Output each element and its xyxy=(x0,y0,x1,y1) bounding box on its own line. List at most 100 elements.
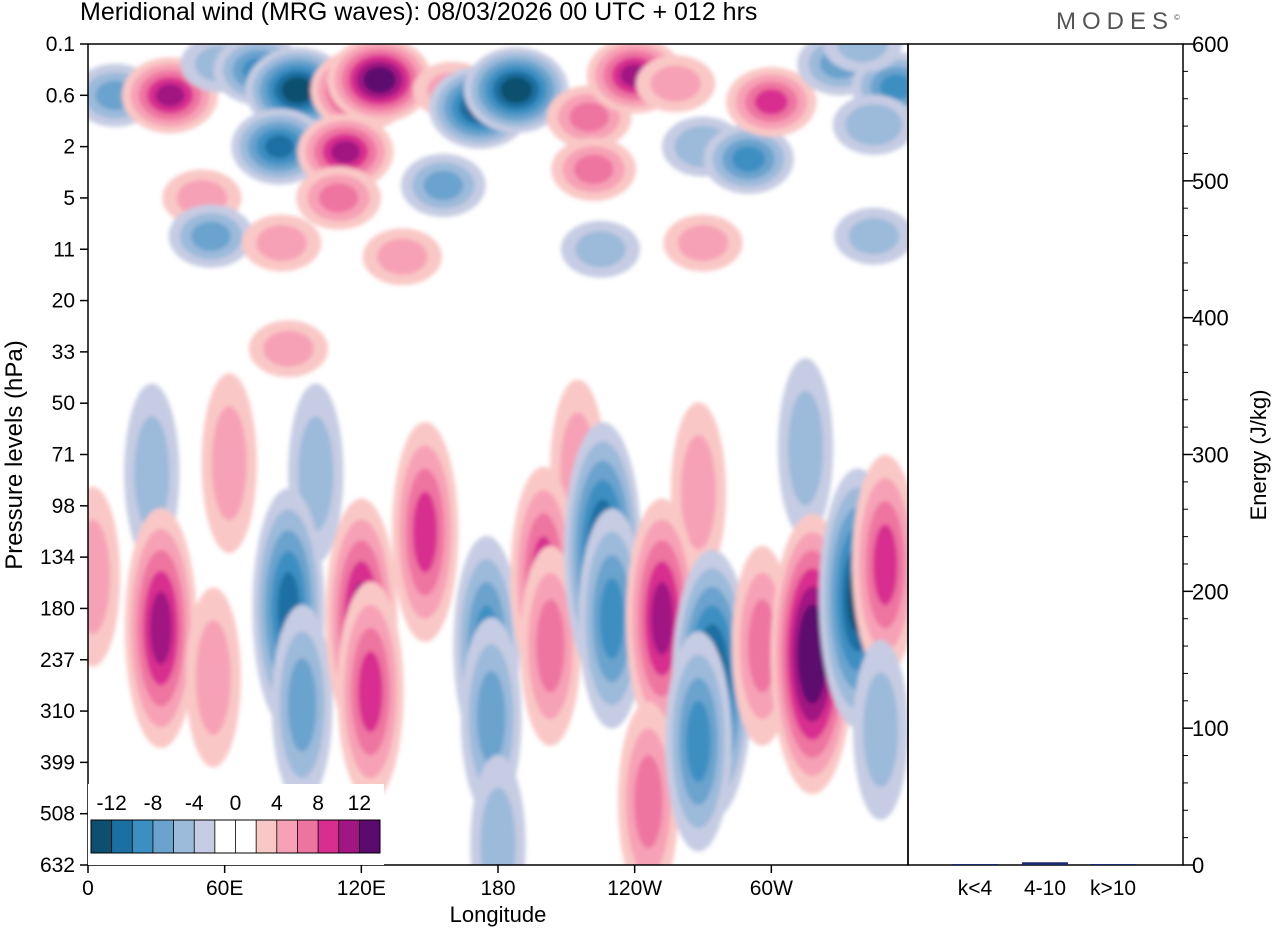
data-blob xyxy=(337,581,404,802)
contour-shell xyxy=(155,83,185,107)
contour-shell xyxy=(573,154,614,185)
contour-shell xyxy=(845,104,903,146)
energy-tick-label: 200 xyxy=(1192,579,1229,604)
energy-tick-label: 600 xyxy=(1192,32,1229,57)
energy-tick-label: 400 xyxy=(1192,306,1229,331)
y-tick-label: 33 xyxy=(52,341,75,364)
data-blob xyxy=(168,204,254,268)
data-blob xyxy=(560,220,641,278)
contour-shell xyxy=(88,519,111,634)
contour-shell xyxy=(423,170,464,201)
contour-shell xyxy=(787,390,824,506)
contour-shell xyxy=(281,76,314,104)
y-axis: 0.1 0.6 2 5 11 20 33 50 71 98 134 180 237 310 399 508 63… xyxy=(40,33,88,877)
contour-shell xyxy=(191,221,231,251)
contour-shell xyxy=(149,591,172,665)
y-tick-label: 20 xyxy=(52,290,75,313)
data-blob xyxy=(362,228,442,286)
colorbar-swatch xyxy=(111,820,133,853)
y-tick-label: 134 xyxy=(40,546,75,569)
colorbar-swatch xyxy=(91,820,112,853)
energy-bar xyxy=(952,864,998,865)
data-blob xyxy=(852,454,908,675)
data-blob xyxy=(578,508,646,729)
data-blob xyxy=(703,124,794,194)
colorbar-swatch xyxy=(173,820,195,853)
data-blob xyxy=(297,113,394,190)
data-blob xyxy=(665,631,732,852)
x-tick-label: 120W xyxy=(607,877,662,900)
colorbar-swatch xyxy=(152,820,174,853)
contour-shell xyxy=(802,622,822,686)
y-tick-label: 237 xyxy=(40,649,75,672)
colorbar-swatch xyxy=(338,820,360,853)
contour-shell xyxy=(256,224,307,262)
data-blob xyxy=(122,57,218,134)
contour-shell xyxy=(318,183,359,213)
colorbar-swatch xyxy=(276,820,298,853)
contour-shell xyxy=(599,577,625,660)
colorbar-label: -8 xyxy=(144,792,163,815)
contour-shell xyxy=(264,135,294,159)
data-blob xyxy=(822,44,903,73)
contour-shell xyxy=(677,224,729,262)
colorbar-label: 12 xyxy=(348,792,371,815)
data-blob xyxy=(663,214,743,272)
data-blob xyxy=(464,47,569,133)
energy-axis: 0 100 200 300 400 500 600 xyxy=(1183,32,1229,878)
colorbar-swatch xyxy=(318,820,340,853)
data-blob xyxy=(777,358,834,539)
contour-shell xyxy=(412,491,438,573)
brand-logo: MODES© xyxy=(1056,8,1180,36)
x-tick-label: 0 xyxy=(82,877,94,900)
contour-shell xyxy=(634,754,663,849)
data-blob xyxy=(832,94,908,155)
x-tick-label: 180 xyxy=(480,877,515,900)
contour-shell xyxy=(500,76,533,104)
energy-category-label: k<4 xyxy=(958,877,993,900)
contour-shell xyxy=(363,66,396,94)
contour-shell xyxy=(731,146,766,172)
data-blob xyxy=(327,44,432,123)
y-axis-label: Pressure levels (hPa) xyxy=(1,340,28,569)
contour-shell xyxy=(476,670,506,765)
colorbar-swatch xyxy=(132,820,154,853)
contour-shell xyxy=(748,599,777,693)
colorbar-label: -4 xyxy=(185,792,204,815)
contour-shell xyxy=(134,416,170,531)
contour-shell xyxy=(575,231,626,268)
y-tick-label: 50 xyxy=(52,392,75,415)
y-tick-label: 180 xyxy=(40,597,75,620)
energy-tick-label: 500 xyxy=(1192,169,1229,194)
colorbar-label: 8 xyxy=(312,792,324,815)
data-blob xyxy=(726,67,817,137)
x-tick-label: 60W xyxy=(750,877,793,900)
data-blob xyxy=(124,508,197,749)
colorbar-swatch xyxy=(297,820,319,853)
contour-shell xyxy=(298,416,334,531)
energy-bar xyxy=(1022,862,1068,865)
data-blob xyxy=(470,754,526,865)
colorbar-swatch xyxy=(256,820,278,853)
contour-shell xyxy=(651,582,673,656)
data-blob xyxy=(636,55,716,113)
contour-shell xyxy=(879,74,908,100)
energy-category-label: k>10 xyxy=(1090,877,1136,900)
heatmap-field xyxy=(88,44,908,865)
colorbar-swatch xyxy=(214,820,236,853)
contour-shell xyxy=(837,44,888,63)
contour-shell xyxy=(686,700,711,782)
x-axis-label: Longitude xyxy=(450,902,547,927)
energy-tick-label: 300 xyxy=(1192,443,1229,468)
data-blob xyxy=(834,207,908,265)
brand-mark: © xyxy=(1174,13,1180,22)
contour-shell xyxy=(211,405,247,521)
y-tick-label: 0.1 xyxy=(46,33,75,56)
energy-axis-label: Energy (J/kg) xyxy=(1246,390,1271,521)
data-blob xyxy=(296,166,381,230)
contour-shell xyxy=(536,599,565,693)
y-tick-label: 11 xyxy=(53,238,75,261)
colorbar-swatch xyxy=(194,820,216,853)
energy-panel-frame xyxy=(907,43,1184,866)
contour-shell xyxy=(569,102,609,132)
